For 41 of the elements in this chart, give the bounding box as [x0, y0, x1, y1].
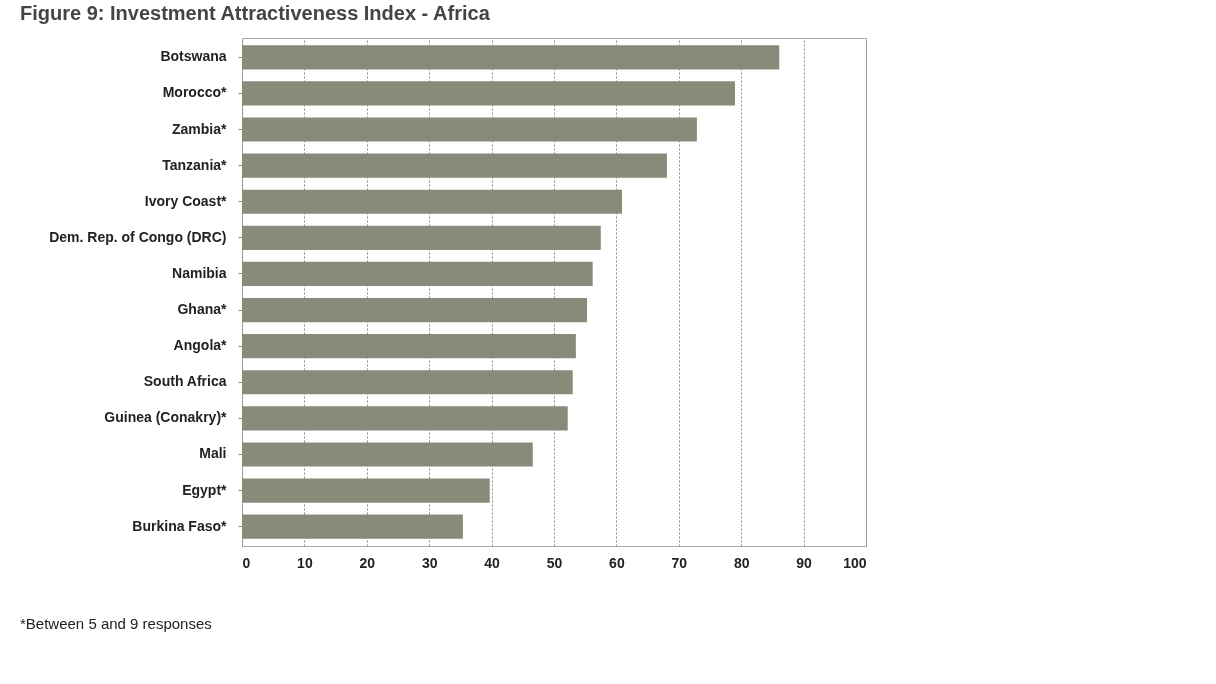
bar — [242, 406, 568, 431]
bar — [242, 297, 588, 323]
bar — [242, 153, 667, 178]
x-tick-label: 80 — [733, 554, 750, 571]
x-tick-label: 70 — [671, 554, 688, 571]
bar — [242, 189, 623, 214]
bar — [242, 225, 601, 250]
x-tick-label: 10 — [297, 554, 313, 571]
x-tick-label: 100 — [843, 554, 867, 571]
chart-title: Figure 9: Investment Attractiveness Index - Africa — [20, 2, 491, 24]
x-tick-label: 60 — [609, 554, 625, 571]
y-tick-label: Ghana* — [177, 301, 228, 318]
x-tick-label: 90 — [796, 554, 813, 571]
x-tick-label: 30 — [421, 554, 438, 571]
bar — [242, 442, 533, 467]
y-tick-label: Guinea (Conakry)* — [104, 409, 228, 426]
y-tick-label: Angola* — [173, 337, 228, 354]
bar — [242, 334, 576, 359]
bar — [242, 45, 780, 70]
x-tick-label: 0 — [242, 554, 251, 571]
y-tick-label: Tanzania* — [162, 156, 228, 173]
y-tick-label: Burkina Faso* — [132, 517, 228, 534]
y-tick-label: Mali — [199, 445, 227, 462]
x-tick-label: 50 — [546, 554, 563, 571]
bar — [242, 81, 735, 106]
y-tick-label: Dem. Rep. of Congo (DRC) — [49, 228, 227, 245]
bar — [242, 261, 593, 287]
y-tick-label: Morocco* — [162, 84, 228, 101]
y-tick-label: South Africa — [143, 373, 227, 390]
bar — [242, 514, 463, 539]
bar — [242, 117, 697, 142]
y-tick-label: Ivory Coast* — [144, 192, 228, 209]
x-tick-label: 40 — [484, 554, 501, 571]
bar — [242, 370, 573, 395]
text: *Between 5 and 9 responses — [20, 615, 212, 632]
y-tick-label: Botswana — [160, 48, 227, 65]
y-tick-label: Zambia* — [172, 120, 228, 137]
y-tick-label: Namibia — [172, 264, 227, 281]
y-tick-label: Egypt* — [182, 481, 228, 498]
x-tick-label: 20 — [359, 554, 376, 571]
bar — [242, 478, 490, 503]
